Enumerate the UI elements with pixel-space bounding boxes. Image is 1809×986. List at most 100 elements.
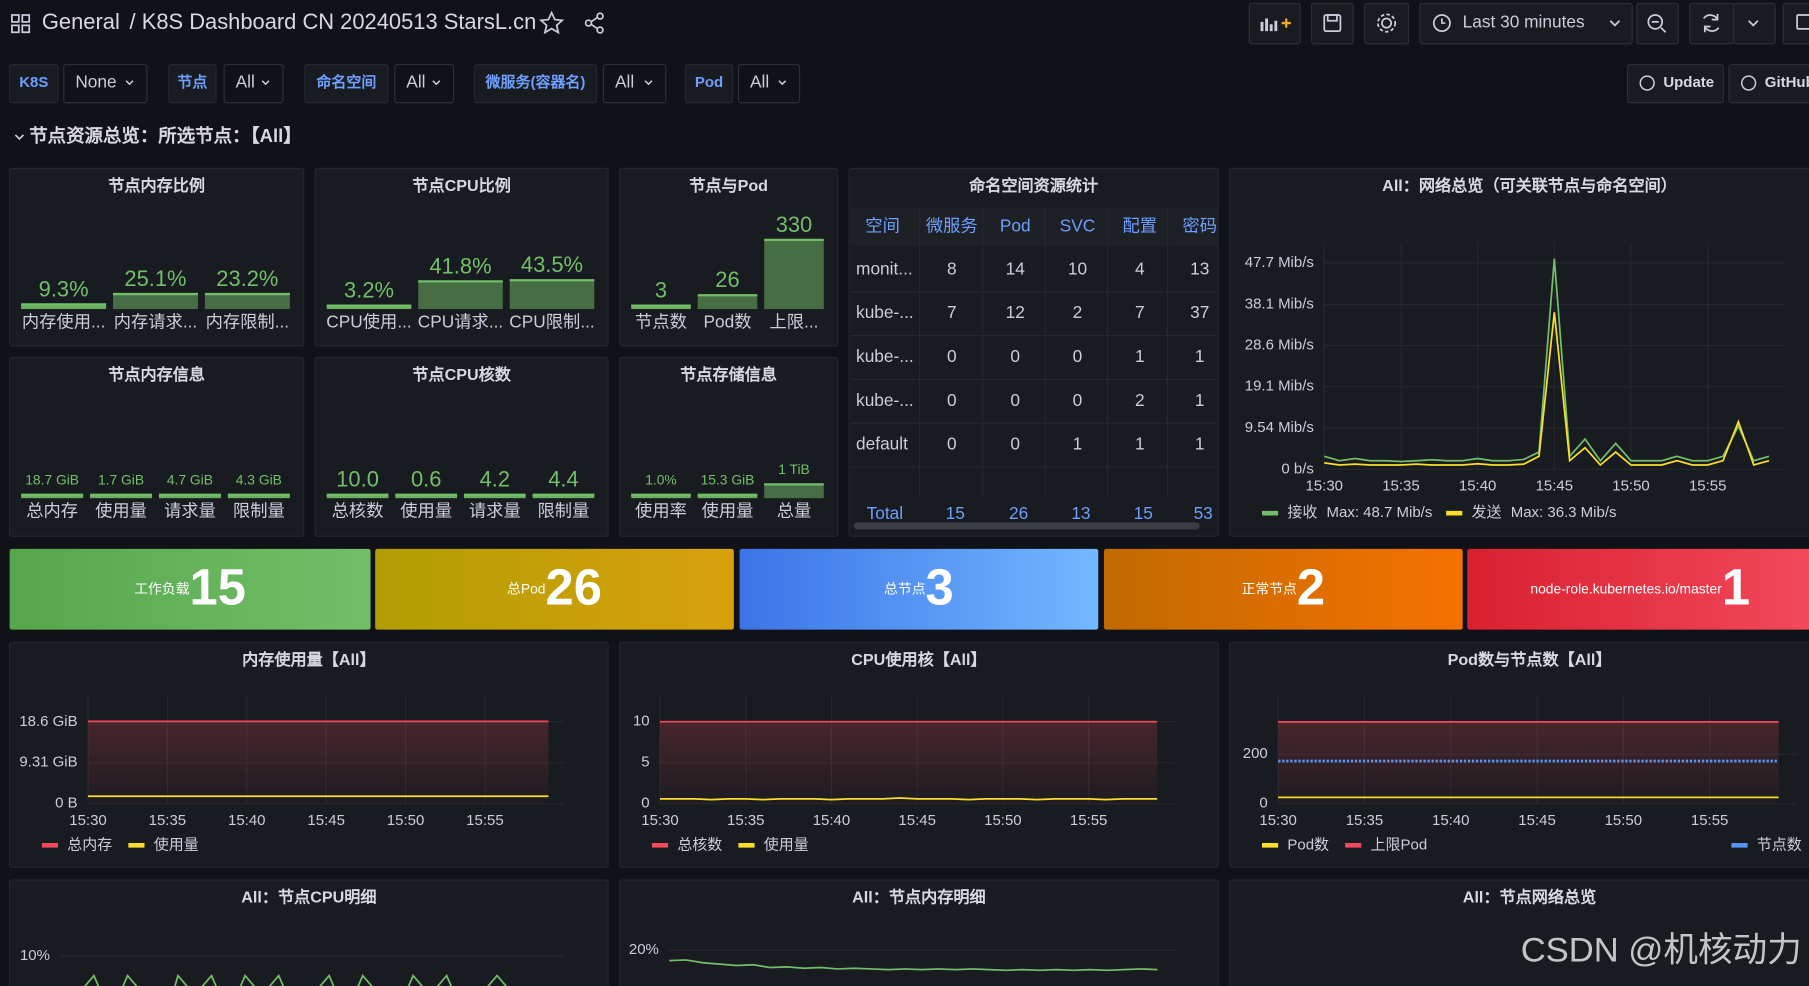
panel-title: All：节点网络总览 — [1463, 888, 1596, 907]
share-button[interactable] — [584, 12, 604, 34]
gauge-name: 请求量 — [469, 501, 521, 521]
star-button[interactable] — [538, 10, 565, 35]
y-tick-label: 19.1 Mib/s — [1245, 378, 1314, 395]
table-header[interactable]: 密码 — [1182, 216, 1217, 236]
gauge-name: 总量 — [777, 501, 812, 521]
row-collapse[interactable] — [14, 134, 25, 141]
legend-label[interactable]: 使用量 — [764, 836, 809, 853]
scrollbar — [853, 522, 1200, 530]
legend-label[interactable]: 总核数 — [677, 836, 722, 853]
table-total: 15 — [1134, 503, 1153, 523]
table-cell: 8 — [947, 258, 957, 278]
stat: 正常节点2 — [1242, 559, 1326, 616]
gauge-name: CPU使用... — [326, 311, 411, 331]
x-tick-label: 15:40 — [813, 812, 851, 829]
dropdown-caret — [261, 80, 270, 86]
table-total: 15 — [946, 503, 965, 523]
legend-label[interactable]: 接收 — [1287, 504, 1317, 521]
legend-label[interactable]: 上限Pod — [1371, 836, 1428, 853]
panel — [9, 879, 609, 986]
gauge-bar — [764, 239, 824, 310]
legend-label[interactable]: 发送 — [1472, 504, 1502, 521]
variable-label: 命名空间 — [315, 73, 376, 91]
variable-value[interactable]: All — [236, 72, 255, 92]
variable-label: K8S — [19, 74, 48, 91]
legend-swatch — [1261, 843, 1279, 848]
gauge-name: 限制量 — [538, 501, 590, 521]
x-tick-label: 15:30 — [1259, 812, 1296, 829]
refresh-button[interactable] — [1689, 2, 1735, 45]
table-cell: 10 — [1068, 258, 1087, 278]
series-line — [669, 959, 1158, 972]
dropdown-caret — [644, 80, 653, 86]
table-cell: 13 — [1190, 258, 1209, 278]
link-button-label[interactable]: Update — [1663, 74, 1714, 91]
panel-title: 节点内存信息 — [108, 365, 205, 384]
variable-value[interactable]: None — [75, 72, 116, 92]
y-tick-label: 28.6 Mib/s — [1245, 337, 1314, 354]
tv-mode-button[interactable] — [1782, 2, 1809, 45]
variable-value[interactable]: All — [750, 72, 769, 92]
table-cell: 0 — [947, 346, 957, 366]
table-header[interactable]: Pod — [1000, 216, 1031, 236]
variable-select[interactable] — [737, 64, 801, 104]
gauge-bar — [21, 304, 107, 310]
breadcrumb-root[interactable]: General — [42, 9, 120, 34]
link-icon — [1639, 75, 1655, 91]
gauge-name: 总内存 — [26, 501, 78, 521]
time-range[interactable]: Last 30 minutes — [1463, 12, 1585, 32]
gauge-name: 请求量 — [164, 501, 216, 521]
variable-select[interactable] — [63, 64, 148, 104]
table-cell: kube-... — [856, 390, 914, 410]
variable-label: 节点 — [177, 73, 207, 91]
gauge-bar — [463, 494, 526, 499]
variable-select[interactable] — [602, 64, 667, 104]
stat-value: 2 — [1297, 559, 1325, 616]
save-button[interactable] — [1311, 2, 1354, 45]
gauge-bar — [697, 494, 758, 499]
gauge-bar — [90, 494, 153, 499]
y-tick-label: 200 — [1243, 745, 1268, 762]
x-tick-label: 15:40 — [1432, 812, 1469, 829]
variable-label-box — [473, 64, 598, 104]
app-icon[interactable] — [11, 14, 31, 34]
zoom-out-button[interactable] — [1636, 2, 1679, 45]
legend-label[interactable]: 总内存 — [67, 836, 112, 853]
stat-label: 正常节点 — [1242, 580, 1297, 596]
stat: 工作负载15 — [134, 559, 246, 616]
link-button-label[interactable]: GitHub — [1765, 74, 1809, 91]
variable-value[interactable]: All — [406, 72, 425, 92]
stat-tile — [1104, 548, 1463, 630]
gauge-bar — [326, 305, 412, 310]
legend-label[interactable]: 使用量 — [154, 836, 199, 853]
table-cell: monit... — [856, 258, 913, 278]
table-header[interactable]: 空间 — [865, 216, 900, 236]
y-tick-label: 20% — [629, 941, 659, 958]
legend-label[interactable]: 节点数 — [1757, 836, 1802, 853]
gauge-name: 使用量 — [702, 501, 754, 521]
gauge-name: CPU请求... — [418, 311, 503, 331]
variable-select[interactable] — [223, 64, 284, 104]
time-picker[interactable] — [1419, 2, 1633, 45]
table-cell: 0 — [1010, 390, 1020, 410]
variable-select[interactable] — [394, 64, 455, 104]
row-title[interactable]: 节点资源总览：所选节点：【All】 — [29, 125, 301, 146]
y-tick-label: 9.54 Mib/s — [1245, 419, 1314, 436]
table-header[interactable]: SVC — [1060, 216, 1096, 236]
x-tick-label: 15:30 — [69, 812, 107, 829]
variable-value[interactable]: All — [615, 72, 634, 92]
table-header[interactable]: 配置 — [1122, 216, 1157, 236]
x-tick-label: 15:35 — [727, 812, 765, 829]
settings-button[interactable] — [1364, 2, 1410, 45]
variable-label-box — [9, 64, 59, 104]
table-cell: 1 — [1195, 390, 1205, 410]
legend-swatch — [128, 843, 145, 848]
legend-label[interactable]: Pod数 — [1287, 836, 1329, 853]
link-button[interactable] — [1626, 64, 1724, 104]
gauge-name: CPU限制... — [509, 311, 594, 331]
stat-value: 3 — [926, 559, 954, 616]
y-tick-label: 38.1 Mib/s — [1245, 295, 1314, 312]
link-button[interactable] — [1728, 64, 1809, 104]
table-header[interactable]: 微服务 — [926, 216, 978, 236]
